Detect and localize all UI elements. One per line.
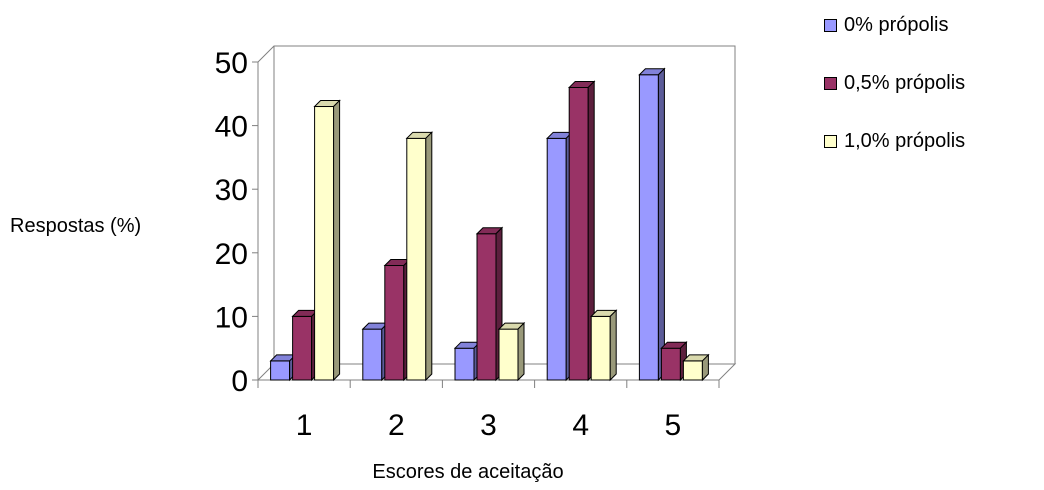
bar bbox=[589, 309, 618, 382]
legend-item-0: 0% própolis bbox=[824, 10, 965, 40]
legend-label-1: 0,5% própolis bbox=[844, 71, 966, 94]
bar-side bbox=[701, 353, 709, 382]
bar bbox=[313, 99, 341, 382]
bar bbox=[269, 353, 297, 382]
legend-item-2: 1,0% própolis bbox=[824, 126, 965, 156]
bar-front bbox=[476, 233, 497, 381]
bar-front bbox=[270, 360, 291, 381]
bar-front bbox=[406, 137, 427, 381]
bar bbox=[291, 309, 319, 382]
x-tick-label: 3 bbox=[480, 409, 497, 442]
bar bbox=[361, 321, 390, 382]
legend-item-1: 0,5% própolis bbox=[824, 68, 965, 98]
bar-front bbox=[454, 347, 475, 381]
bar-side bbox=[425, 131, 433, 382]
bar-side bbox=[657, 67, 665, 382]
bar-front bbox=[638, 74, 659, 381]
bar-front bbox=[362, 328, 383, 381]
legend-swatch-0 bbox=[824, 18, 837, 32]
x-tick-label: 1 bbox=[296, 409, 313, 442]
y-tick-label: 10 bbox=[215, 301, 248, 334]
legend-label-0: 0% própolis bbox=[844, 13, 949, 36]
bar-side bbox=[517, 321, 525, 382]
x-tick-label: 2 bbox=[388, 409, 405, 442]
y-tick-label: 0 bbox=[231, 365, 248, 398]
bar bbox=[405, 131, 434, 382]
bar bbox=[497, 321, 526, 382]
bar bbox=[567, 80, 596, 382]
bar-front bbox=[590, 315, 611, 381]
legend-label-2: 1,0% própolis bbox=[844, 129, 966, 152]
legend-swatch-2 bbox=[824, 134, 837, 148]
y-axis-ticks: 0 10 20 30 40 50 bbox=[215, 47, 258, 398]
y-tick-label: 20 bbox=[215, 238, 248, 271]
bar bbox=[453, 340, 482, 382]
bar-front bbox=[546, 137, 567, 381]
legend: 0% própolis 0,5% própolis 1,0% própolis bbox=[824, 10, 965, 184]
x-tick-label: 4 bbox=[572, 409, 589, 442]
bar-front bbox=[314, 106, 335, 381]
bar bbox=[638, 67, 666, 382]
bar-front bbox=[498, 328, 519, 381]
bar-side bbox=[333, 99, 341, 382]
y-tick-label: 40 bbox=[215, 111, 248, 144]
x-axis-ticks: 1 2 3 4 5 bbox=[257, 380, 720, 442]
back-wall bbox=[257, 45, 736, 364]
bar bbox=[682, 353, 710, 382]
bar bbox=[383, 258, 412, 382]
y-axis-label: Respostas (%) bbox=[10, 215, 141, 237]
x-axis-label: Escores de aceitação bbox=[372, 461, 563, 483]
bar-front bbox=[660, 347, 681, 381]
y-tick-label: 50 bbox=[215, 47, 248, 80]
bar bbox=[545, 131, 574, 382]
bars bbox=[269, 67, 710, 382]
legend-swatch-1 bbox=[824, 76, 837, 90]
bar-front bbox=[568, 86, 589, 381]
y-tick-label: 30 bbox=[215, 174, 248, 207]
bar-front bbox=[682, 360, 703, 381]
bar-front bbox=[292, 315, 313, 381]
bar-front bbox=[384, 265, 405, 381]
bar bbox=[475, 226, 504, 382]
bar-side bbox=[609, 309, 617, 382]
x-tick-label: 5 bbox=[665, 409, 682, 442]
